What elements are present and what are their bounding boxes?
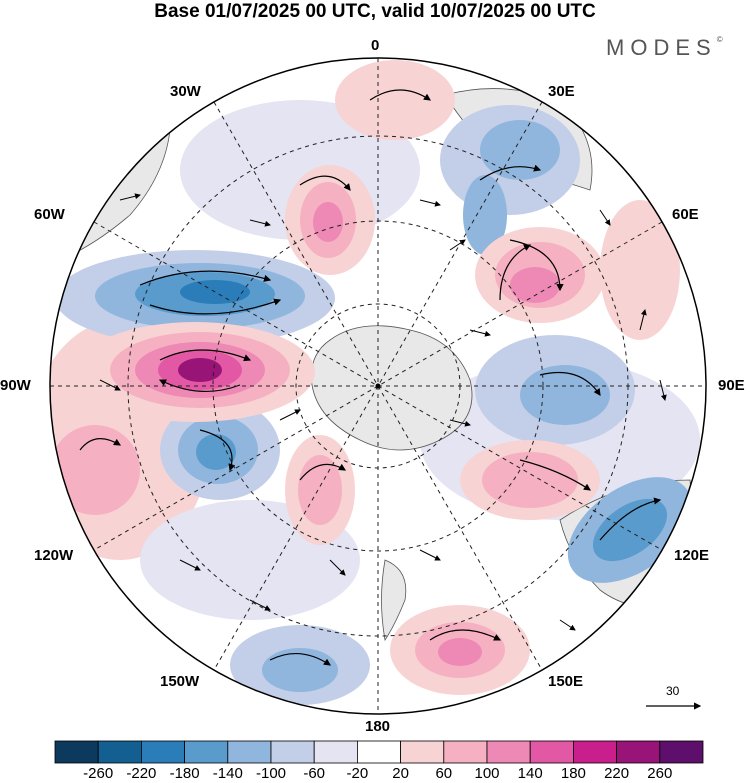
colorbar-swatch [184,740,229,764]
colorbar-tick-label: 260 [647,765,673,782]
colorbar-swatch [356,740,401,764]
positive-anomaly-60e [475,227,605,323]
positive-anomaly-0 [335,60,455,140]
label-lon-90w: 90W [0,377,31,394]
modes-logo: MODES© [606,35,723,61]
colorbar-tick-label: 180 [560,765,586,782]
positive-anomaly-160w [285,435,355,545]
colorbar-swatch [659,740,704,764]
colorbar-swatch [486,740,531,764]
colorbar-tick-label: 20 [392,765,409,782]
colorbar-tick-label: -100 [255,765,287,782]
negative-anomaly-150w [230,625,370,705]
brand-text: MODES [606,35,717,60]
colorbar-tick-label: -180 [169,765,200,782]
label-lon-60e: 60E [672,206,699,223]
copyright-mark: © [716,35,723,44]
positive-anomaly-100e [460,440,600,520]
positive-anomaly-105w [50,425,140,515]
colorbar-swatch [443,740,488,764]
streamlines [79,89,662,666]
colorbar-swatch [400,740,445,764]
colorbar-swatch [529,740,574,764]
colorbar-swatch [227,740,272,764]
colorbar-tick-label: 60 [435,765,453,782]
colorbar-tick-label: 220 [604,765,630,782]
colorbar-swatch [616,740,661,764]
colorbar-tick-label: 100 [474,765,500,782]
anomaly-field [50,58,706,714]
colorbar-tick-label: -60 [303,765,326,782]
label-lon-150e: 150E [548,673,584,690]
positive-anomaly-90w [75,322,315,422]
colorbar-swatch [270,740,315,764]
colorbar-tick-label: -20 [346,765,369,782]
label-lon-180: 180 [365,718,391,735]
label-lon-120w: 120W [34,547,74,564]
positive-anomaly-45w [285,165,375,275]
colorbar-swatch [141,740,186,764]
colorbar-tick-label: 140 [517,765,543,782]
colorbar-tick-label: -140 [212,765,243,782]
label-lon-90e: 90E [718,377,745,394]
colorbar-tick-label: -220 [126,765,157,782]
colorbar-swatch [573,740,618,764]
colorbar-swatch [54,740,99,764]
label-lon-120e: 120E [674,547,710,564]
negative-anomaly-90e [475,335,635,445]
label-lon-150w: 150W [160,673,200,690]
new-zealand [381,559,407,642]
colorbar-tick-label: -260 [83,765,114,782]
label-lon-0: 0 [371,37,380,54]
colorbar [54,740,704,764]
map-panel [49,57,707,715]
south-pole-dot [375,383,381,389]
colorbar-swatch [97,740,142,764]
positive-anomaly-150e [390,605,530,695]
map-boundary [49,57,707,715]
reference-vector-label: 30 [666,684,680,698]
colorbar-swatch [313,740,358,764]
label-lon-30e: 30E [548,83,575,100]
label-lon-60w: 60W [34,206,65,223]
negative-anomaly-110w [160,400,280,500]
label-lon-30w: 30W [170,83,201,100]
map-title: Base 01/07/2025 00 UTC, valid 10/07/2025… [154,1,596,22]
